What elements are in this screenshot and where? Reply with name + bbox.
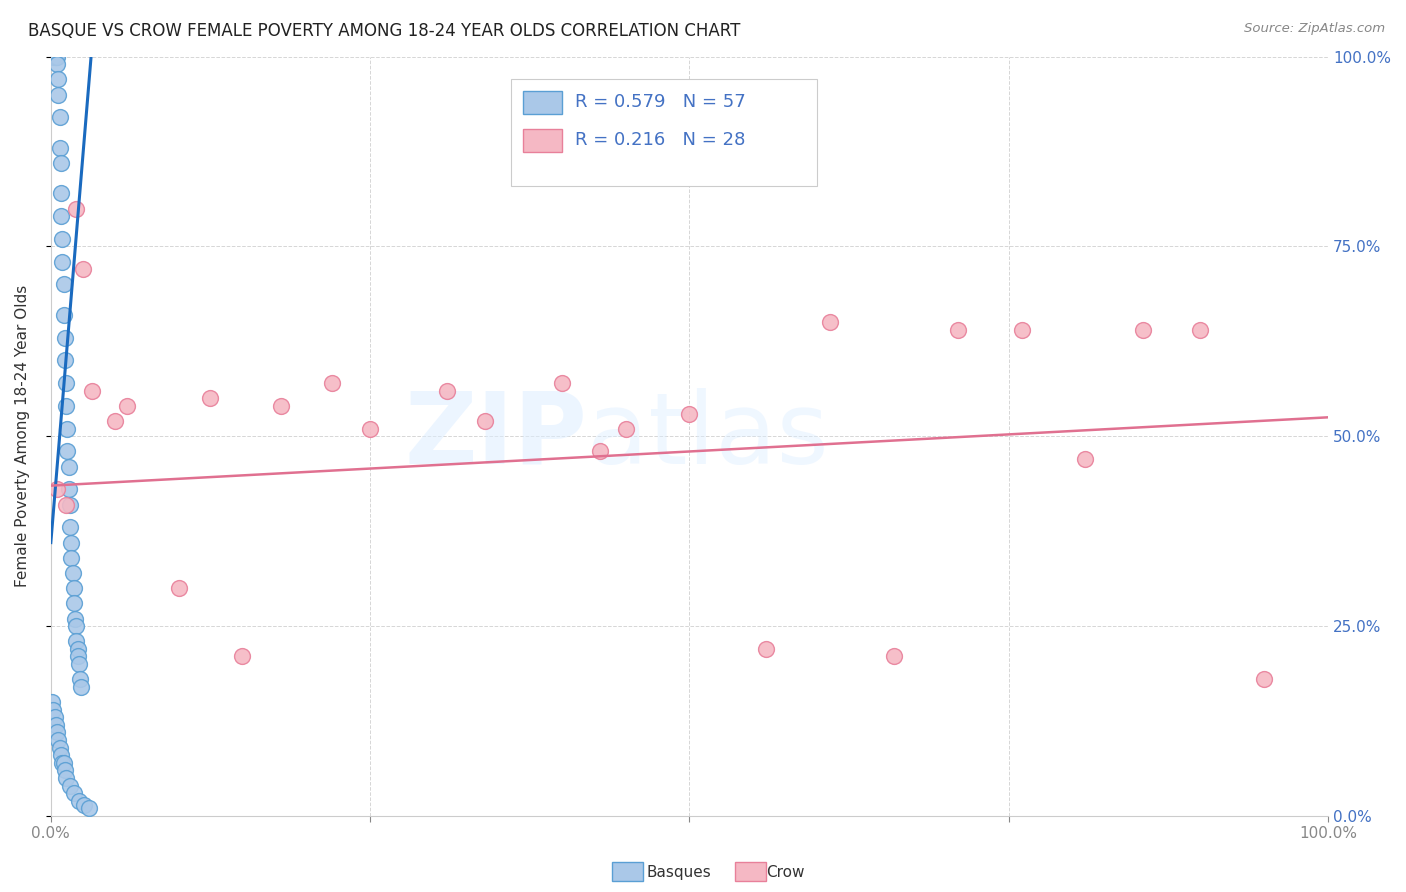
Point — [67, 794, 90, 808]
Point — [53, 353, 76, 368]
Point — [69, 672, 91, 686]
Bar — [523, 128, 562, 152]
Point — [1253, 672, 1275, 686]
Point — [51, 254, 73, 268]
Point — [1132, 323, 1154, 337]
Point — [104, 414, 127, 428]
Point — [48, 87, 70, 102]
Point — [883, 649, 905, 664]
Point — [66, 649, 89, 664]
Point — [46, 57, 69, 71]
Point — [67, 657, 90, 671]
Point — [59, 520, 82, 534]
Point — [167, 581, 190, 595]
Text: ZIP: ZIP — [405, 388, 588, 484]
Point — [270, 399, 292, 413]
Point — [77, 801, 100, 815]
Text: atlas: atlas — [588, 388, 830, 484]
Point — [73, 797, 96, 812]
Bar — [523, 91, 562, 113]
Point — [200, 392, 222, 406]
Point — [63, 786, 86, 800]
Point — [551, 376, 574, 391]
Point — [49, 156, 72, 170]
Point — [63, 581, 86, 595]
Point — [755, 641, 778, 656]
Text: Crow: Crow — [766, 865, 804, 880]
Point — [65, 634, 87, 648]
Point — [49, 209, 72, 223]
Point — [45, 50, 67, 64]
Point — [46, 725, 69, 739]
Point — [63, 596, 86, 610]
Point — [60, 535, 83, 549]
Point — [48, 733, 70, 747]
Point — [45, 50, 67, 64]
Text: Basques: Basques — [647, 865, 711, 880]
Point — [60, 550, 83, 565]
FancyBboxPatch shape — [510, 79, 817, 186]
Point — [59, 498, 82, 512]
Point — [1189, 323, 1212, 337]
Point — [1074, 452, 1097, 467]
Point — [55, 771, 77, 785]
Point — [72, 262, 94, 277]
Point — [45, 718, 67, 732]
Point — [359, 422, 381, 436]
Point — [62, 566, 84, 580]
Point — [58, 459, 80, 474]
Point — [474, 414, 496, 428]
Point — [56, 444, 79, 458]
Point — [41, 695, 63, 709]
Point — [52, 308, 75, 322]
Point — [321, 376, 343, 391]
Point — [66, 641, 89, 656]
Point — [49, 111, 72, 125]
Point — [49, 141, 72, 155]
Point — [117, 399, 139, 413]
Text: BASQUE VS CROW FEMALE POVERTY AMONG 18-24 YEAR OLDS CORRELATION CHART: BASQUE VS CROW FEMALE POVERTY AMONG 18-2… — [28, 22, 741, 40]
Point — [436, 384, 458, 398]
Point — [65, 202, 87, 216]
Point — [48, 72, 70, 87]
Point — [63, 611, 86, 625]
Point — [231, 649, 253, 664]
Point — [946, 323, 969, 337]
Point — [589, 444, 612, 458]
Point — [46, 483, 69, 497]
Point — [65, 619, 87, 633]
Point — [44, 50, 66, 64]
Point — [56, 422, 79, 436]
Text: R = 0.579   N = 57: R = 0.579 N = 57 — [575, 94, 745, 112]
Point — [49, 748, 72, 763]
Point — [51, 756, 73, 770]
Point — [614, 422, 637, 436]
Point — [49, 186, 72, 201]
Point — [58, 483, 80, 497]
Point — [55, 376, 77, 391]
Point — [46, 50, 69, 64]
Text: Source: ZipAtlas.com: Source: ZipAtlas.com — [1244, 22, 1385, 36]
Point — [55, 498, 77, 512]
Point — [44, 710, 66, 724]
Point — [55, 399, 77, 413]
Point — [53, 764, 76, 778]
Point — [59, 779, 82, 793]
Point — [49, 740, 72, 755]
Point — [678, 407, 700, 421]
Point — [52, 277, 75, 292]
Point — [80, 384, 103, 398]
Point — [818, 315, 841, 329]
Point — [52, 756, 75, 770]
Point — [70, 680, 93, 694]
Point — [42, 50, 65, 64]
Point — [51, 232, 73, 246]
Point — [53, 330, 76, 344]
Text: R = 0.216   N = 28: R = 0.216 N = 28 — [575, 131, 745, 149]
Point — [42, 703, 65, 717]
Y-axis label: Female Poverty Among 18-24 Year Olds: Female Poverty Among 18-24 Year Olds — [15, 285, 30, 588]
Point — [1011, 323, 1033, 337]
